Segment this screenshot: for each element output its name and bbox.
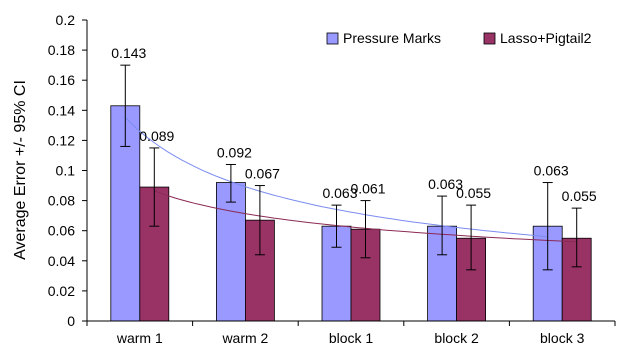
data-label-pressure-marks-0: 0.143	[111, 45, 146, 61]
legend-marker-pressure-marks	[326, 32, 339, 45]
x-axis-ticks: warm 1 warm 2 block 1 block 2 block 3	[86, 321, 616, 346]
y-axis-title: Average Error +/- 95% CI	[12, 80, 29, 260]
axes	[86, 20, 615, 322]
bar-pressure-marks-1	[215, 182, 246, 322]
x-tick-label-1: warm 2	[221, 330, 268, 346]
y-tick-label-10: 0.2	[56, 12, 76, 28]
error-bars	[120, 64, 582, 271]
data-label-pressure-marks-1: 0.092	[217, 144, 252, 160]
y-tick-label-7: 0.14	[48, 102, 75, 118]
x-tick-label-3: block 2	[434, 330, 479, 346]
legend: Pressure Marks Lasso+Pigtail2	[326, 30, 592, 46]
y-tick-label-5: 0.1	[56, 163, 76, 179]
x-tick-label-4: block 3	[540, 330, 585, 346]
bars	[110, 105, 592, 322]
y-tick-label-9: 0.18	[48, 42, 75, 58]
data-label-lasso-pigtail2-4: 0.055	[562, 188, 597, 204]
y-axis-title-group: Average Error +/- 95% CI	[12, 80, 29, 260]
x-tick-label-2: block 1	[329, 330, 374, 346]
trendlines	[124, 117, 577, 243]
legend-marker-lasso-pigtail2	[483, 32, 496, 45]
legend-label-lasso-pigtail2: Lasso+Pigtail2	[500, 30, 592, 46]
y-tick-label-0: 0	[67, 313, 75, 329]
data-label-pressure-marks-4: 0.063	[534, 163, 569, 179]
y-tick-label-4: 0.08	[48, 193, 75, 209]
legend-label-pressure-marks: Pressure Marks	[343, 30, 441, 46]
y-tick-label-6: 0.12	[48, 132, 75, 148]
y-tick-label-3: 0.06	[48, 223, 75, 239]
data-labels: 0.143 0.092 0.063 0.063 0.063 0.089 0.067 0.061…	[111, 45, 597, 204]
y-tick-label-8: 0.16	[48, 72, 75, 88]
data-label-pressure-marks-3: 0.063	[428, 176, 463, 192]
x-tick-label-0: warm 1	[116, 330, 163, 346]
data-label-lasso-pigtail2-2: 0.061	[350, 181, 385, 197]
data-label-pressure-marks-2: 0.063	[322, 185, 357, 201]
y-axis-ticks: 0 0.02 0.04 0.06 0.08 0.1 0.12 0.14 0.16 0.18 0.2	[48, 12, 87, 329]
data-label-lasso-pigtail2-3: 0.055	[456, 185, 491, 201]
y-tick-label-1: 0.02	[48, 283, 75, 299]
data-label-lasso-pigtail2-1: 0.067	[245, 166, 280, 182]
data-label-lasso-pigtail2-0: 0.089	[139, 128, 174, 144]
y-tick-label-2: 0.04	[48, 253, 75, 269]
